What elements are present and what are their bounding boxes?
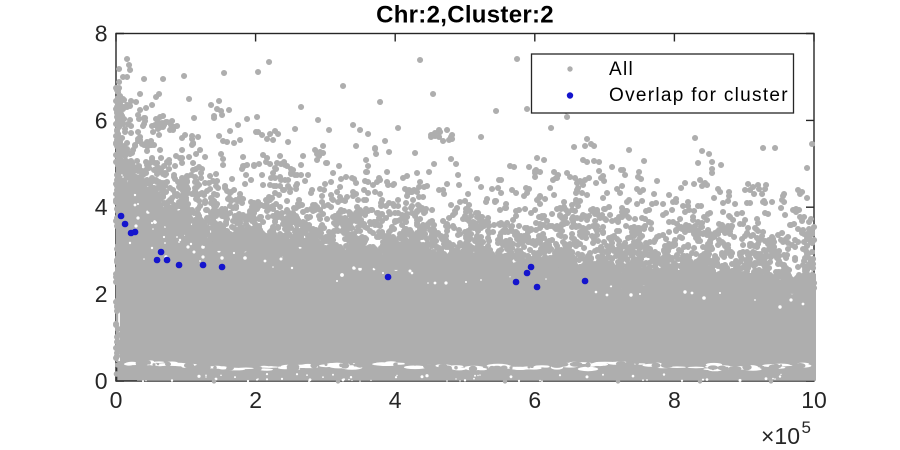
svg-text:6: 6 <box>528 387 541 413</box>
svg-text:8: 8 <box>95 21 108 47</box>
svg-text:0: 0 <box>110 387 123 413</box>
svg-text:×10: ×10 <box>761 423 800 449</box>
svg-text:Overlap for cluster: Overlap for cluster <box>609 85 789 106</box>
svg-text:4: 4 <box>389 387 402 413</box>
svg-text:4: 4 <box>95 194 108 220</box>
svg-text:10: 10 <box>801 387 827 413</box>
svg-text:2: 2 <box>95 281 108 307</box>
svg-text:2: 2 <box>249 387 262 413</box>
svg-text:8: 8 <box>668 387 681 413</box>
svg-text:5: 5 <box>802 418 811 437</box>
svg-text:All: All <box>609 59 634 80</box>
svg-text:6: 6 <box>95 107 108 133</box>
svg-text:Chr:2,Cluster:2: Chr:2,Cluster:2 <box>376 2 554 29</box>
svg-text:0: 0 <box>95 368 108 394</box>
